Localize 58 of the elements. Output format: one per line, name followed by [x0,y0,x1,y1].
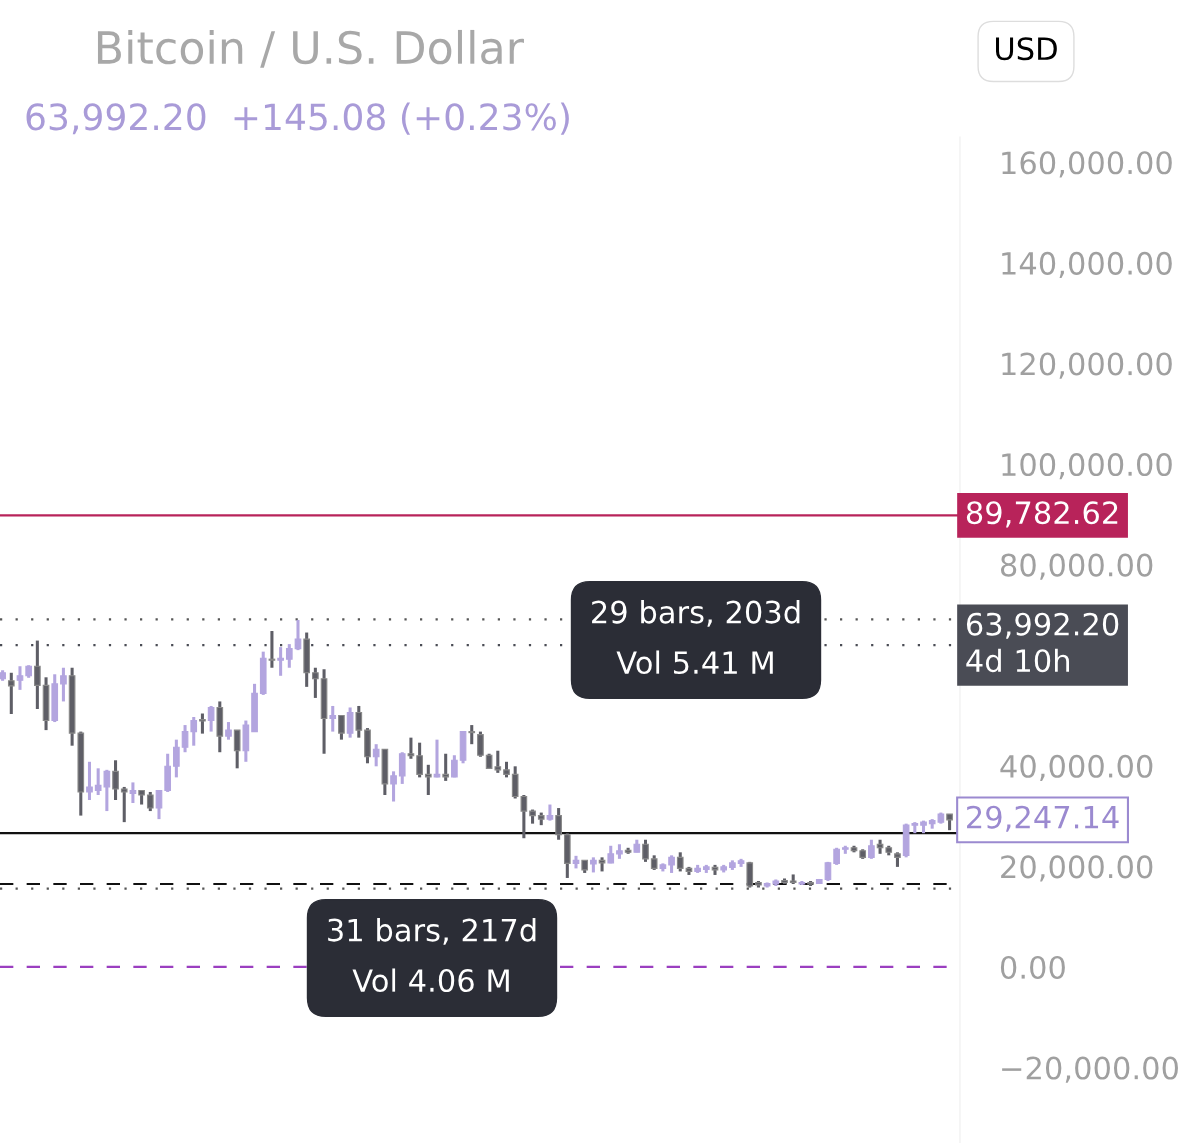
chart-title: Bitcoin / U.S. Dollar [97,29,524,68]
candlestick [868,839,875,859]
candlestick [60,667,67,702]
candlestick [190,717,198,746]
y-tick-label: 120,000.00 [1002,352,1172,379]
candlestick [329,705,337,732]
candlestick [181,725,189,754]
y-tick-label: 0.00 [1000,955,1065,980]
annotation: 31 bars, 217d Vol 4.06 M [328,917,536,993]
y-tick-label: 160,000.00 [1002,151,1172,178]
annotation: 29 bars, 203d Vol 5.41 M [592,599,800,675]
candlestick [372,744,380,767]
y-tick-label: −20,000.00 [1002,1056,1178,1083]
candlestick [173,739,180,778]
candlestick [285,644,293,668]
text: USD [996,37,1057,61]
candlestick [642,839,649,862]
candlestick [277,647,284,676]
candlestick [338,714,345,740]
candlestick [416,742,423,778]
candlestick [433,739,441,778]
y-tick-label: 80,000.00 [1000,553,1153,580]
y-tick-label: 20,000.00 [1001,855,1153,882]
candlestick [355,704,363,738]
candlestick [268,631,276,668]
candlestick [294,619,302,652]
candlestick [407,737,415,759]
candlestick [207,705,215,732]
candlestick [676,852,684,872]
candlestick [233,729,241,769]
y-tick-label: 40,000.00 [1000,754,1153,781]
candlestick [86,760,93,801]
candlestick [468,725,476,746]
ref-line-label: 63,992.20 4d 10h [966,612,1119,673]
candlestick [451,755,458,778]
candlestick [199,713,206,734]
text: 29,247.14 [967,805,1119,832]
candlestick [346,707,354,738]
candlestick [146,790,154,813]
y-tick-label: 100,000.00 [1002,452,1172,480]
candlestick [398,752,406,784]
candlestick [424,763,432,795]
candlestick [7,671,15,715]
candlestick [390,771,397,802]
candlestick [129,782,137,804]
candlestick [34,640,41,709]
candlestick [555,808,562,840]
candlestick [112,760,119,801]
candlestick [312,667,319,698]
candlestick [442,753,450,781]
candlestick [120,785,128,824]
candlestick [477,731,484,757]
candlestick [746,860,754,888]
chart-subtitle: 63,992.20 +145.08 (+0.23%) [26,102,569,135]
candlestick [155,789,163,821]
candlestick [16,666,24,690]
ref-line-label: 89,782.62 [966,501,1118,528]
y-tick-label: 140,000.00 [1002,251,1172,279]
